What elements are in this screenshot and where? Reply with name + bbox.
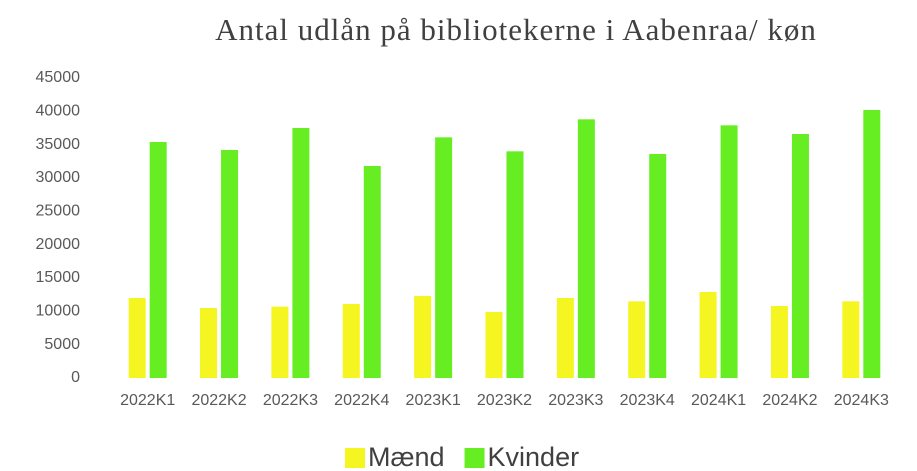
bar [699, 292, 717, 378]
y-tick-label: 0 [71, 369, 80, 386]
bar [720, 125, 738, 378]
bar [506, 151, 524, 378]
legend-swatch [345, 448, 365, 468]
x-tick-label: 2022K3 [263, 392, 318, 409]
bar [577, 119, 595, 378]
y-tick-label: 5000 [44, 336, 80, 353]
x-tick-label: 2022K2 [191, 392, 246, 409]
bar [649, 154, 667, 378]
legend-swatch [464, 448, 485, 468]
y-tick-label: 20000 [36, 236, 81, 253]
y-tick-label: 35000 [36, 136, 81, 153]
bar [435, 137, 453, 378]
bar [556, 298, 574, 378]
x-tick-label: 2024K3 [834, 392, 889, 409]
bar [863, 110, 881, 378]
x-tick-label: 2023K1 [406, 392, 461, 409]
bar [770, 306, 788, 378]
y-tick-label: 45000 [36, 69, 81, 86]
bar [149, 142, 167, 378]
x-tick-label: 2024K1 [691, 392, 746, 409]
x-tick-label: 2022K4 [334, 392, 389, 409]
bar [791, 134, 809, 378]
x-tick-label: 2024K2 [762, 392, 817, 409]
chart-title: Antal udlån på bibliotekerne i Aabenraa/… [215, 12, 817, 47]
bar [128, 298, 146, 378]
y-tick-label: 25000 [36, 203, 81, 220]
x-tick-label: 2023K3 [548, 392, 603, 409]
y-tick-label: 15000 [36, 269, 81, 286]
bar [200, 308, 218, 378]
x-tick-label: 2023K4 [620, 392, 675, 409]
y-tick-label: 30000 [36, 169, 81, 186]
legend-label: Mænd [368, 442, 445, 471]
bar [221, 150, 239, 378]
y-tick-label: 10000 [36, 303, 81, 320]
x-tick-label: 2023K2 [477, 392, 532, 409]
x-tick-label: 2022K1 [120, 392, 175, 409]
bar [363, 166, 381, 378]
bar [628, 301, 646, 378]
bar [485, 312, 503, 378]
bar [414, 296, 432, 378]
bar [342, 304, 360, 378]
bar [271, 306, 289, 378]
bar [292, 128, 310, 378]
bar [842, 301, 860, 378]
y-tick-label: 40000 [36, 103, 81, 120]
legend-label: Kvinder [488, 442, 580, 471]
